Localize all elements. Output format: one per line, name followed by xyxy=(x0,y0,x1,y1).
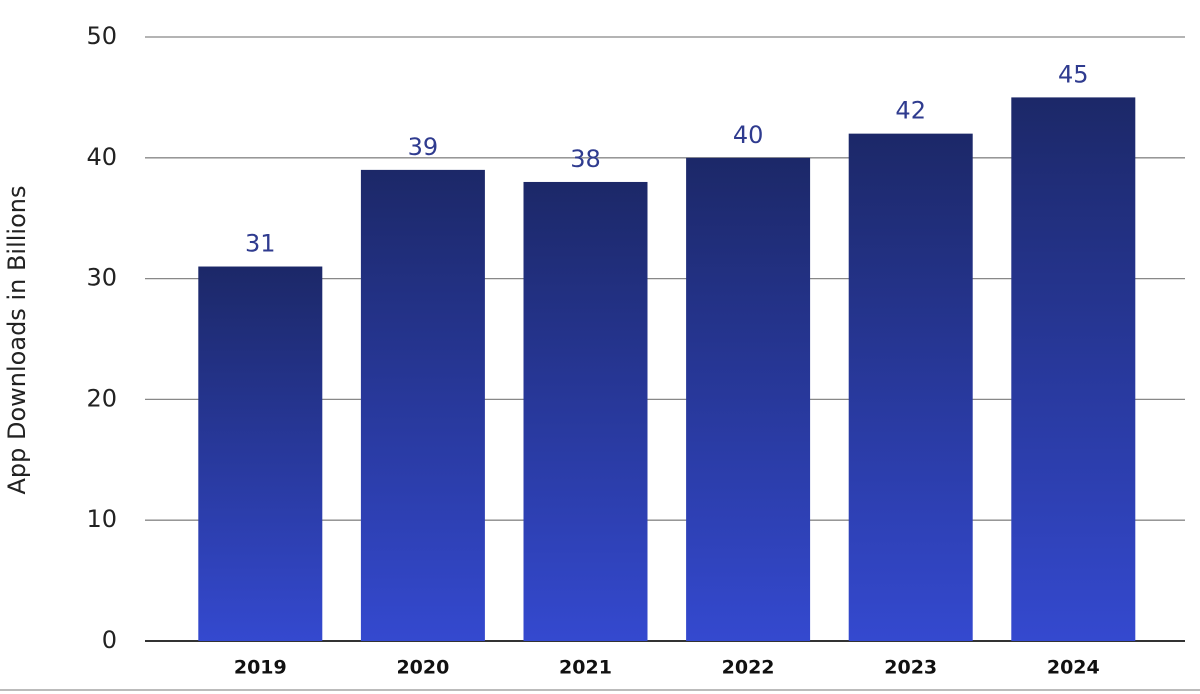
y-tick-label: 50 xyxy=(86,22,117,50)
value-label: 45 xyxy=(1058,60,1089,88)
y-tick-label: 0 xyxy=(102,626,117,654)
x-tick-label: 2020 xyxy=(396,657,449,679)
bar xyxy=(1011,97,1136,641)
bar xyxy=(848,133,973,641)
x-tick-label: 2023 xyxy=(884,657,937,679)
bar xyxy=(686,157,811,642)
bar xyxy=(523,181,648,641)
value-label: 31 xyxy=(245,230,276,258)
bar xyxy=(360,169,485,641)
y-tick-label: 10 xyxy=(86,505,117,533)
y-tick-label: 40 xyxy=(86,143,117,171)
y-axis-label: App Downloads in Billions xyxy=(3,186,31,495)
x-tick-label: 2019 xyxy=(234,657,287,679)
value-label: 40 xyxy=(733,121,764,149)
value-label: 39 xyxy=(408,133,439,161)
x-tick-label: 2021 xyxy=(559,657,612,679)
x-tick-label: 2022 xyxy=(722,657,775,679)
x-tick-label: 2024 xyxy=(1047,657,1100,679)
value-label: 38 xyxy=(570,145,601,173)
y-tick-label: 30 xyxy=(86,264,117,292)
y-tick-label: 20 xyxy=(86,384,117,412)
value-label: 42 xyxy=(895,97,926,125)
bar xyxy=(198,266,323,641)
